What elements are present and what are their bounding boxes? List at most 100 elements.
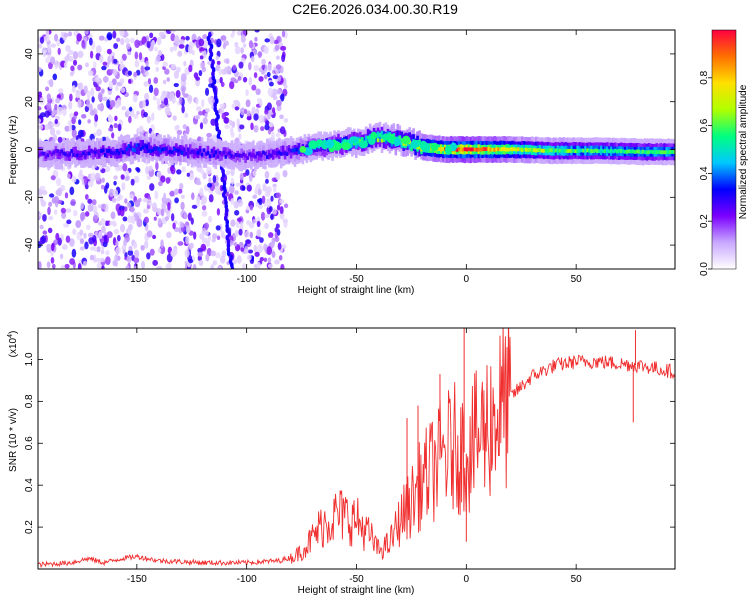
ridge-cell	[190, 149, 194, 154]
ridge-cell	[42, 151, 46, 156]
noise-speckle	[272, 74, 279, 80]
noise-speckle	[48, 216, 54, 221]
ridge-cell	[181, 145, 184, 156]
noise-speckle	[200, 200, 205, 206]
noise-speckle	[212, 233, 218, 240]
noise-speckle	[60, 207, 67, 214]
noise-speckle	[69, 71, 74, 77]
ridge-cell	[619, 149, 623, 153]
noise-speckle	[264, 74, 268, 80]
noise-speckle	[254, 30, 260, 33]
noise-speckle	[164, 68, 170, 75]
ridge-cell	[230, 154, 234, 159]
noise-speckle	[102, 96, 108, 102]
noise-speckle	[253, 64, 259, 72]
noise-speckle	[164, 216, 169, 222]
noise-speckle	[101, 177, 105, 183]
noise-speckle	[153, 76, 159, 84]
ridge-cell	[131, 147, 135, 152]
noise-speckle	[202, 117, 208, 125]
noise-speckle	[252, 194, 258, 199]
noise-speckle	[62, 244, 68, 251]
noise-speckle	[208, 194, 214, 203]
noise-speckle	[121, 106, 127, 111]
snr-ticks: -150 -100 -50 0 50 0.2 0.4 0.6 0.8 1.0	[24, 328, 675, 585]
noise-speckle	[158, 181, 163, 187]
noise-speckle	[54, 60, 59, 69]
noise-speckle	[113, 228, 120, 235]
noise-speckle	[88, 103, 93, 112]
ridge-cell	[151, 148, 154, 153]
noise-speckle	[117, 165, 123, 171]
noise-speckle	[95, 86, 101, 92]
noise-speckle	[106, 99, 111, 109]
noise-speckle	[126, 255, 132, 263]
ridge-cell	[499, 147, 502, 152]
noise-speckle	[93, 61, 97, 70]
colorbar: 0.0 0.2 0.4 0.6 0.8 Normalized spectral ampl…	[699, 29, 749, 276]
ridge-cell	[192, 150, 196, 155]
noise-speckle	[127, 249, 134, 256]
noise-speckle	[145, 166, 150, 175]
noise-speckle	[77, 99, 82, 109]
ridge-cell	[550, 148, 554, 153]
noise-speckle	[266, 246, 273, 256]
noise-speckle	[111, 132, 115, 139]
noise-speckle	[129, 193, 134, 200]
noise-speckle	[45, 57, 50, 64]
noise-speckle	[44, 110, 50, 118]
noise-speckle	[50, 122, 57, 127]
noise-speckle	[222, 43, 227, 50]
ridge-cell	[400, 138, 404, 143]
ridge-cell	[88, 151, 91, 156]
ridge-cell	[133, 143, 137, 153]
ridge-blob	[370, 131, 377, 140]
noise-speckle	[173, 227, 180, 233]
noise-speckle	[176, 129, 183, 136]
ridge-cell	[78, 153, 81, 158]
noise-speckle	[108, 188, 115, 198]
noise-speckle	[144, 71, 150, 76]
ridge-blob	[450, 142, 457, 152]
ridge-cell	[228, 151, 232, 156]
noise-speckle	[201, 205, 207, 211]
noise-speckle	[206, 166, 212, 175]
ridge-cell	[125, 147, 129, 152]
noise-speckle	[242, 43, 247, 48]
noise-speckle	[86, 90, 91, 99]
noise-speckle	[108, 80, 113, 90]
noise-speckle	[84, 193, 89, 200]
spectrogram-xlabel: Height of straight line (km)	[298, 285, 415, 296]
ridge-cell	[177, 148, 180, 153]
noise-speckle	[195, 76, 201, 81]
noise-speckle	[119, 64, 124, 71]
ridge-cell	[643, 150, 647, 154]
ridge-cell	[560, 148, 564, 153]
noise-speckle	[203, 230, 209, 236]
noise-speckle	[200, 169, 205, 175]
noise-speckle	[275, 132, 281, 138]
ridge-cell	[244, 153, 247, 163]
noise-speckle	[38, 118, 42, 124]
noise-speckle	[108, 116, 114, 123]
ridge-cell	[669, 149, 672, 154]
ridge-cell	[521, 148, 524, 153]
noise-speckle	[111, 78, 117, 86]
noise-speckle	[142, 197, 149, 203]
ridge-cell	[224, 154, 228, 159]
ridge-cell	[289, 148, 293, 153]
noise-speckle	[275, 223, 280, 229]
ridge-cell	[631, 149, 635, 154]
ridge-cell	[113, 151, 117, 156]
noise-speckle	[63, 32, 69, 38]
ridge-cell	[441, 147, 445, 151]
noise-speckle	[216, 235, 221, 241]
spectrogram-ticks: -150 -100 -50 0 50 -40 -20 0 20 40	[24, 30, 675, 285]
noise-speckle	[205, 253, 210, 262]
ridge-cell	[254, 154, 257, 159]
ridge-cell	[554, 148, 558, 153]
ridge-cell	[127, 146, 131, 157]
ridge-cell	[202, 148, 206, 159]
ridge-cell	[526, 148, 530, 152]
ridge-cell	[202, 148, 206, 153]
